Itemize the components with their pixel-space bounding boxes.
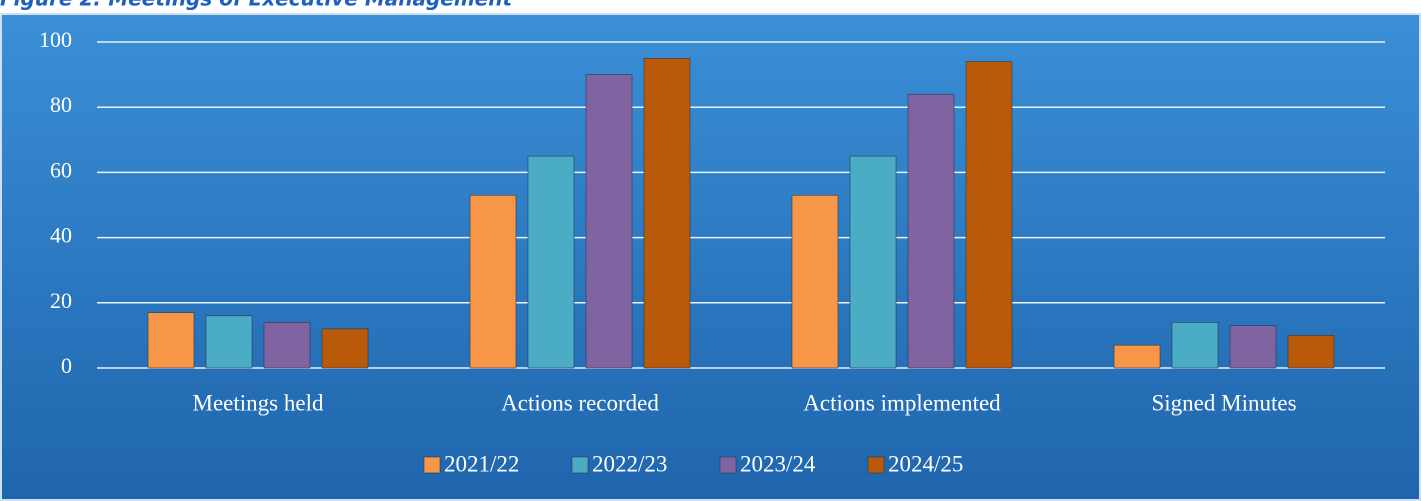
y-tick-label: 0 bbox=[61, 353, 72, 378]
bar bbox=[263, 322, 311, 369]
y-tick-label: 80 bbox=[50, 92, 72, 117]
bar bbox=[643, 57, 691, 369]
bar bbox=[321, 328, 369, 369]
x-tick-label: Signed Minutes bbox=[1151, 390, 1296, 415]
x-tick-label: Actions recorded bbox=[501, 390, 659, 415]
legend-swatch bbox=[423, 456, 441, 474]
bar bbox=[791, 194, 839, 369]
legend-label: 2021/22 bbox=[444, 451, 519, 476]
chart-title: Figure 2: Meetings of Executive Manageme… bbox=[0, 0, 513, 11]
legend-label: 2022/23 bbox=[592, 451, 667, 476]
bar bbox=[849, 155, 897, 369]
y-tick-label: 40 bbox=[50, 223, 72, 248]
y-tick-label: 60 bbox=[50, 157, 72, 182]
bar bbox=[205, 315, 253, 369]
bar bbox=[469, 194, 517, 369]
bar bbox=[1229, 325, 1277, 369]
bar bbox=[1113, 344, 1161, 369]
legend-swatch bbox=[719, 456, 737, 474]
bar bbox=[527, 155, 575, 369]
bar bbox=[1171, 322, 1219, 369]
bar bbox=[907, 93, 955, 369]
y-tick-label: 20 bbox=[50, 288, 72, 313]
legend-label: 2023/24 bbox=[740, 451, 816, 476]
legend-label: 2024/25 bbox=[888, 451, 963, 476]
bar bbox=[585, 74, 633, 369]
x-tick-label: Meetings held bbox=[193, 390, 324, 415]
chart-background bbox=[0, 13, 1421, 501]
x-tick-label: Actions implemented bbox=[803, 390, 1001, 415]
legend-swatch bbox=[571, 456, 589, 474]
bar bbox=[965, 61, 1013, 369]
bar bbox=[147, 312, 195, 369]
bar bbox=[1287, 335, 1335, 369]
legend-swatch bbox=[867, 456, 885, 474]
y-tick-label: 100 bbox=[39, 27, 72, 52]
